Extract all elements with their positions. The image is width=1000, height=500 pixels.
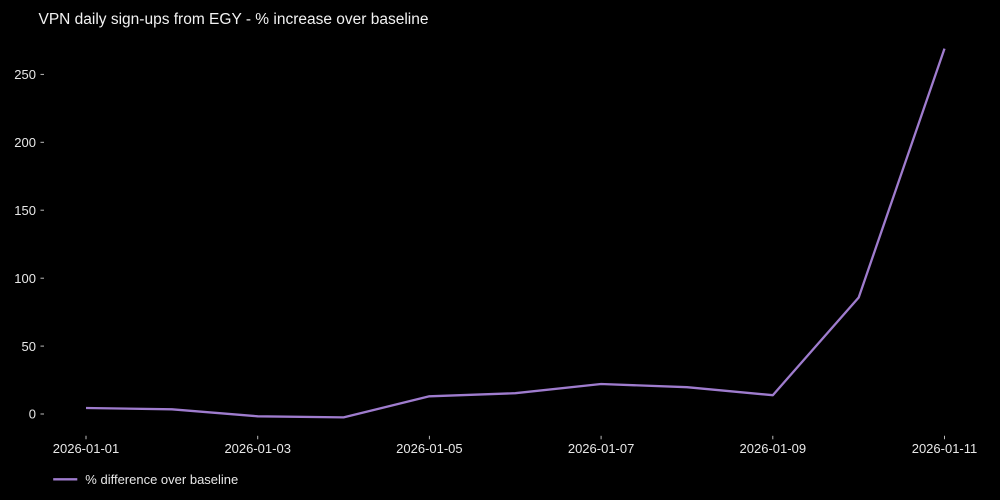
svg-text:2026-01-05: 2026-01-05: [396, 441, 463, 456]
svg-text:2026-01-09: 2026-01-09: [740, 441, 807, 456]
svg-text:200: 200: [14, 135, 36, 150]
svg-text:100: 100: [14, 271, 36, 286]
svg-text:150: 150: [14, 203, 36, 218]
svg-text:50: 50: [22, 339, 36, 354]
svg-text:250: 250: [14, 67, 36, 82]
svg-text:% difference over baseline: % difference over baseline: [85, 472, 238, 487]
svg-text:VPN daily sign-ups from EGY -: VPN daily sign-ups from EGY - % increase…: [39, 11, 429, 28]
svg-text:2026-01-07: 2026-01-07: [568, 441, 635, 456]
svg-text:2026-01-11: 2026-01-11: [912, 441, 978, 456]
svg-text:2026-01-03: 2026-01-03: [224, 441, 291, 456]
svg-text:2026-01-01: 2026-01-01: [53, 441, 120, 456]
svg-text:0: 0: [29, 407, 36, 422]
